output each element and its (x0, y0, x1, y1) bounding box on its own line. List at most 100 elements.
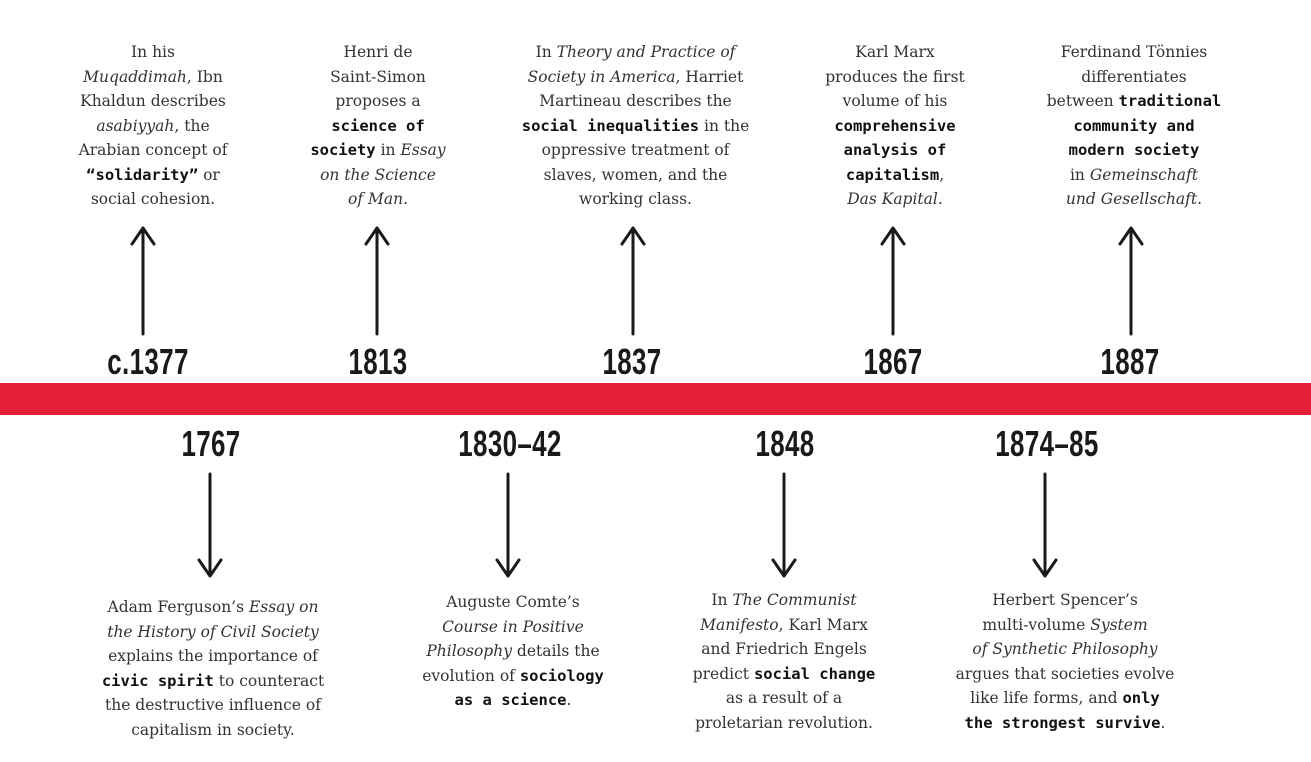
event-description: Adam Ferguson’s Essay on the History of C… (68, 595, 358, 742)
description-line: Martineau describes the (498, 89, 773, 114)
title-text: Gemeinschaft (1089, 165, 1199, 184)
body-text: evolution of (422, 666, 520, 685)
body-text: like life forms, and (970, 689, 1123, 707)
event-year: 1867 (863, 341, 923, 382)
description-line: asabiyyah, the (48, 114, 258, 139)
body-text: , Harriet (675, 67, 744, 86)
body-text: . (937, 190, 943, 208)
event-description: Auguste Comte’s Course in Positive Philoso… (388, 590, 638, 713)
description-line: civic spirit to counteract (68, 669, 358, 694)
description-line: Ferdinand Tönnies (1018, 40, 1250, 65)
down-arrow-icon (195, 470, 225, 582)
body-text: . (403, 190, 409, 208)
title-text: System (1090, 615, 1148, 634)
description-line: “solidarity” or (48, 163, 258, 188)
up-arrow-icon (362, 222, 392, 337)
title-text: Manifesto (700, 615, 779, 634)
event-year: 1813 (348, 341, 408, 382)
body-text: differentiates (1081, 67, 1187, 86)
description-line: Herbert Spencer’s (920, 588, 1210, 613)
description-line: the destructive influence of (68, 693, 358, 718)
description-line: Manifesto, Karl Marx (668, 613, 900, 638)
body-text: volume of his (842, 92, 948, 110)
description-line: science of (278, 114, 478, 139)
title-text: Theory and Practice of (556, 43, 736, 61)
description-line: proposes a (278, 89, 478, 114)
timeline-band (0, 383, 1311, 415)
description-line: the History of Civil Society (68, 620, 358, 645)
description-line: predict social change (668, 662, 900, 687)
body-text: oppressive treatment of (541, 141, 730, 159)
body-text: Auguste Comte’s (446, 593, 580, 611)
description-line: Adam Ferguson’s Essay on (68, 595, 358, 620)
title-text: The Communist (732, 591, 857, 609)
description-line: the strongest survive. (920, 711, 1210, 736)
body-text: In his (131, 43, 175, 61)
emphasis-text: society (310, 141, 376, 159)
description-line: society in Essay (278, 138, 478, 163)
title-text: the History of Civil Society (107, 622, 319, 641)
body-text: or (198, 165, 220, 184)
description-line: produces the first (795, 65, 995, 90)
body-text: , Ibn (186, 67, 223, 86)
up-arrow-icon (1116, 222, 1146, 337)
description-line: slaves, women, and the (498, 163, 773, 188)
description-line: comprehensive (795, 114, 995, 139)
event-year: 1874–85 (995, 423, 1099, 464)
event-year: 1830–42 (458, 423, 562, 464)
emphasis-text: “solidarity” (86, 165, 199, 184)
body-text: working class. (579, 190, 692, 208)
body-text: In (711, 591, 733, 609)
body-text: slaves, women, and the (543, 165, 728, 184)
emphasis-text: social change (753, 664, 876, 683)
emphasis-text: the strongest survive (964, 713, 1161, 732)
body-text: Herbert Spencer’s (992, 591, 1138, 609)
down-arrow-icon (769, 470, 799, 582)
event-description: Ferdinand Tönnies differentiates between t… (1018, 40, 1250, 212)
description-line: In The Communist (668, 588, 900, 613)
body-text: in (375, 141, 401, 159)
emphasis-text: modern society (1068, 141, 1200, 159)
emphasis-text: comprehensive (834, 116, 956, 135)
event-year: 1887 (1100, 341, 1160, 382)
body-text: the destructive influence of (105, 696, 321, 714)
description-line: between traditional (1018, 89, 1250, 114)
description-line: social cohesion. (48, 187, 258, 212)
description-line: volume of his (795, 89, 995, 114)
description-line: oppressive treatment of (498, 138, 773, 163)
description-line: evolution of sociology (388, 664, 638, 689)
emphasis-text: analysis of (843, 141, 947, 159)
description-line: in Gemeinschaft (1018, 163, 1250, 188)
body-text: Karl Marx (855, 43, 935, 61)
body-text: to counteract (213, 671, 325, 690)
event-description: Herbert Spencer’s multi-volume System of S… (920, 588, 1210, 735)
title-text: Course in Positive (442, 617, 584, 636)
description-line: community and (1018, 114, 1250, 139)
title-text: und Gesellschaft (1065, 190, 1198, 208)
emphasis-text: as a science (454, 691, 567, 709)
body-text: . (566, 691, 572, 709)
description-line: In Theory and Practice of (498, 40, 773, 65)
title-text: Muqaddimah (83, 67, 187, 86)
body-text: argues that societies evolve (955, 664, 1175, 683)
up-arrow-icon (878, 222, 908, 337)
body-text: . (1160, 713, 1166, 732)
description-line: capitalism in society. (68, 718, 358, 743)
body-text: in (1069, 165, 1090, 184)
description-line: like life forms, and only (920, 686, 1210, 711)
description-line: analysis of (795, 138, 995, 163)
description-line: of Man. (278, 187, 478, 212)
description-line: Society in America, Harriet (498, 65, 773, 90)
description-line: proletarian revolution. (668, 711, 900, 736)
body-text: Adam Ferguson’s (107, 598, 249, 616)
description-line: Philosophy details the (388, 639, 638, 664)
description-line: explains the importance of (68, 644, 358, 669)
description-line: of Synthetic Philosophy (920, 637, 1210, 662)
title-text: Society in America (527, 67, 676, 86)
body-text: capitalism in society. (131, 720, 295, 739)
event-year: c.1377 (107, 341, 189, 382)
title-text: of Synthetic Philosophy (972, 640, 1158, 658)
emphasis-text: only (1122, 689, 1160, 707)
body-text: produces the first (825, 67, 965, 86)
title-text: on the Science (320, 165, 436, 184)
